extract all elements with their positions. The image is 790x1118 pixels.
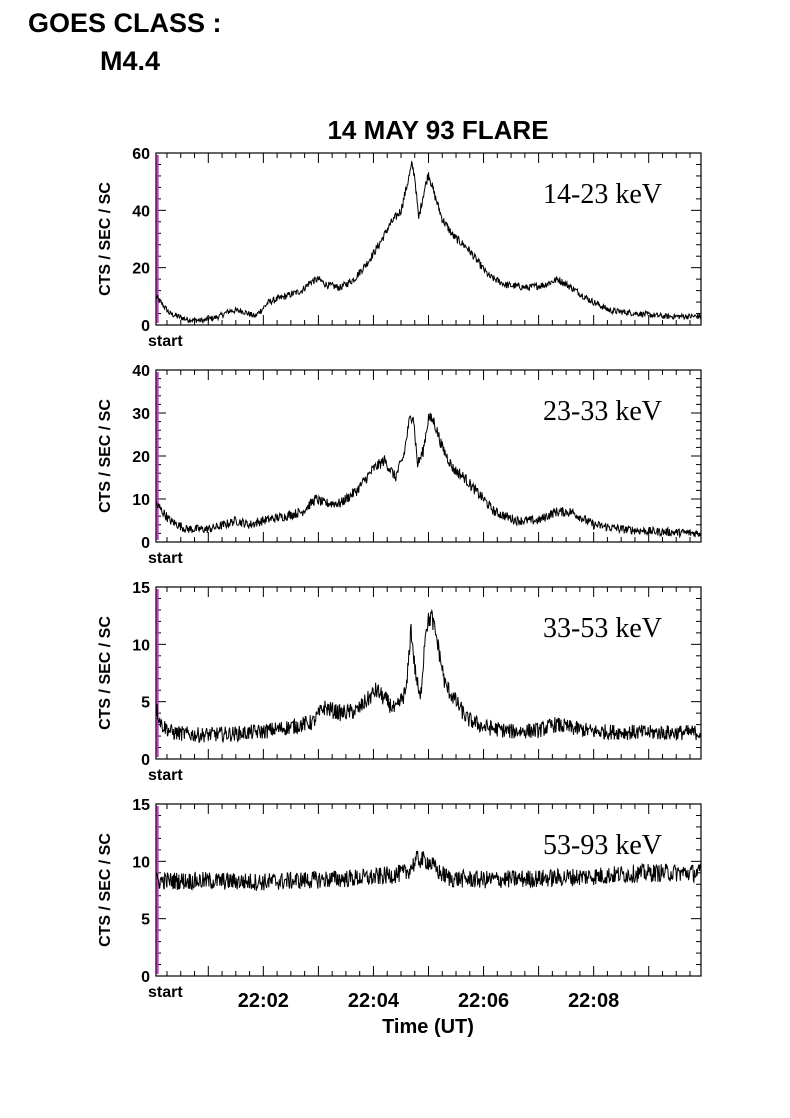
y-axis-label: CTS / SEC / SC <box>97 833 114 947</box>
y-axis-label: CTS / SEC / SC <box>97 399 114 513</box>
y-tick-label: 30 <box>132 406 150 423</box>
y-tick-label: 20 <box>132 449 150 466</box>
energy-band-label: 33-53 keV <box>543 613 662 644</box>
panel-3: 0 5 10 15 CTS / SEC / SC 33-53 keV start <box>97 580 702 784</box>
y-tick-label: 0 <box>141 535 150 552</box>
panel-4: 0 5 10 15 CTS / SEC / SC 53-93 keV start <box>97 797 702 1001</box>
x-axis-label: Time (UT) <box>382 1016 474 1038</box>
y-tick-label: 0 <box>141 752 150 769</box>
y-tick-label: 0 <box>141 969 150 986</box>
start-label: start <box>148 984 183 1001</box>
goes-class-value: M4.4 <box>100 46 161 76</box>
y-tick-label: 10 <box>132 492 150 509</box>
energy-band-label: 23-33 keV <box>543 396 662 427</box>
series-line <box>155 608 702 744</box>
y-axis-label: CTS / SEC / SC <box>97 616 114 730</box>
start-label: start <box>148 333 183 350</box>
y-tick-label: 60 <box>132 146 150 163</box>
y-tick-label: 40 <box>132 203 150 220</box>
y-axis-label: CTS / SEC / SC <box>97 182 114 296</box>
series-line <box>155 160 702 324</box>
energy-band-label: 14-23 keV <box>543 179 662 210</box>
y-tick-label: 15 <box>132 797 150 814</box>
y-tick-label: 40 <box>132 363 150 380</box>
y-tick-label: 10 <box>132 854 150 871</box>
energy-band-label: 53-93 keV <box>543 830 662 861</box>
series-line <box>155 412 702 539</box>
goes-class-label: GOES CLASS : <box>28 8 222 38</box>
x-tick-label: 22:02 <box>238 990 289 1012</box>
y-tick-label: 10 <box>132 637 150 654</box>
chart-title: 14 MAY 93 FLARE <box>327 115 548 145</box>
x-tick-label: 22:04 <box>348 990 400 1012</box>
y-tick-label: 5 <box>141 695 150 712</box>
y-tick-label: 15 <box>132 580 150 597</box>
start-label: start <box>148 767 183 784</box>
series-line <box>155 850 702 892</box>
x-tick-label: 22:06 <box>458 990 509 1012</box>
y-tick-label: 20 <box>132 261 150 278</box>
panel-1: 0 20 40 60 CTS / SEC / SC 14-23 keV start <box>97 146 702 350</box>
x-tick-label: 22:08 <box>568 990 619 1012</box>
y-tick-label: 0 <box>141 318 150 335</box>
y-tick-label: 5 <box>141 912 150 929</box>
start-label: start <box>148 550 183 567</box>
panel-2: 0 10 20 30 40 CTS / SEC / SC 23-33 keV start <box>97 363 702 567</box>
